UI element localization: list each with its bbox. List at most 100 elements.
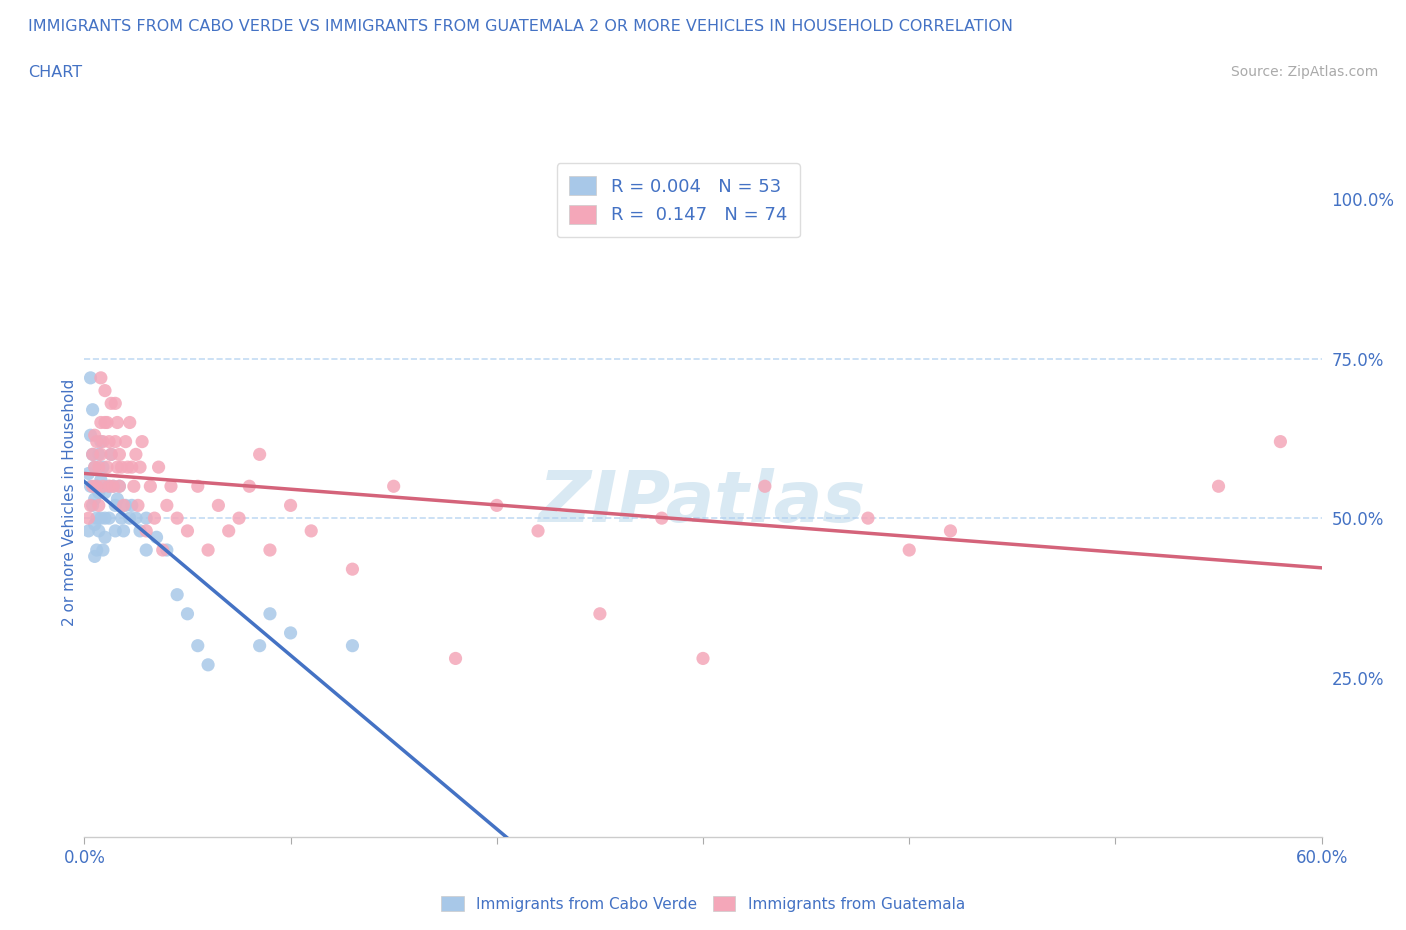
Point [91,434,114,449]
Point [280,626,302,641]
Point [129,524,152,538]
Point [83,459,105,474]
Point [82,403,104,418]
Point [104,434,127,449]
Legend: R = 0.004   N = 53, R =  0.147   N = 74: R = 0.004 N = 53, R = 0.147 N = 74 [557,163,800,237]
Point [100,447,122,462]
Point [87,498,110,512]
Point [382,479,405,494]
Point [82,447,104,462]
Point [83,549,105,564]
Point [104,498,127,512]
Point [94,415,117,430]
Point [79,428,101,443]
Point [108,447,131,462]
Point [90,415,112,430]
Point [108,479,131,494]
Point [166,587,188,602]
Point [91,459,114,474]
Point [103,479,125,494]
Point [114,434,136,449]
Point [176,606,198,621]
Point [90,434,112,449]
Point [94,485,117,500]
Point [98,479,121,494]
Point [98,434,121,449]
Point [299,524,322,538]
Point [114,498,136,512]
Point [176,524,198,538]
Point [166,511,188,525]
Point [91,479,114,494]
Point [589,606,612,621]
Point [259,606,281,621]
Point [939,524,962,538]
Text: CHART: CHART [28,65,82,80]
Point [121,498,143,512]
Point [238,479,260,494]
Point [105,415,128,430]
Point [82,479,104,494]
Point [90,511,112,525]
Point [83,492,105,507]
Point [79,370,101,385]
Point [280,498,302,512]
Point [90,447,112,462]
Point [125,447,148,462]
Point [96,459,118,474]
Point [856,511,879,525]
Point [228,511,250,525]
Point [90,472,112,487]
Point [129,459,152,474]
Point [156,542,179,557]
Point [143,511,166,525]
Point [112,498,135,512]
Point [207,498,229,512]
Point [90,370,112,385]
Point [103,479,125,494]
Text: IMMIGRANTS FROM CABO VERDE VS IMMIGRANTS FROM GUATEMALA 2 OR MORE VEHICLES IN HO: IMMIGRANTS FROM CABO VERDE VS IMMIGRANTS… [28,19,1014,33]
Point [1270,434,1292,449]
Point [82,498,104,512]
Point [96,415,118,430]
Point [87,485,110,500]
Point [83,428,105,443]
Point [86,511,108,525]
Point [86,479,108,494]
Point [197,658,219,672]
Point [651,511,673,525]
Point [100,447,122,462]
Point [148,459,170,474]
Point [98,511,121,525]
Point [110,511,132,525]
Point [118,415,141,430]
Point [125,511,148,525]
Point [86,434,108,449]
Text: Source: ZipAtlas.com: Source: ZipAtlas.com [1230,65,1378,79]
Point [91,542,114,557]
Point [197,542,219,557]
Point [98,479,121,494]
Point [87,447,110,462]
Point [110,459,132,474]
Point [135,542,157,557]
Point [94,530,117,545]
Point [87,524,110,538]
Point [108,479,131,494]
Point [1208,479,1230,494]
Point [104,396,127,411]
Point [187,479,209,494]
Point [692,651,714,666]
Y-axis label: 2 or more Vehicles in Household: 2 or more Vehicles in Household [62,379,77,626]
Point [104,524,127,538]
Point [100,396,122,411]
Point [160,479,183,494]
Point [77,524,100,538]
Point [118,511,141,525]
Point [112,524,135,538]
Point [105,459,128,474]
Point [83,517,105,532]
Point [485,498,508,512]
Point [139,479,162,494]
Point [131,434,153,449]
